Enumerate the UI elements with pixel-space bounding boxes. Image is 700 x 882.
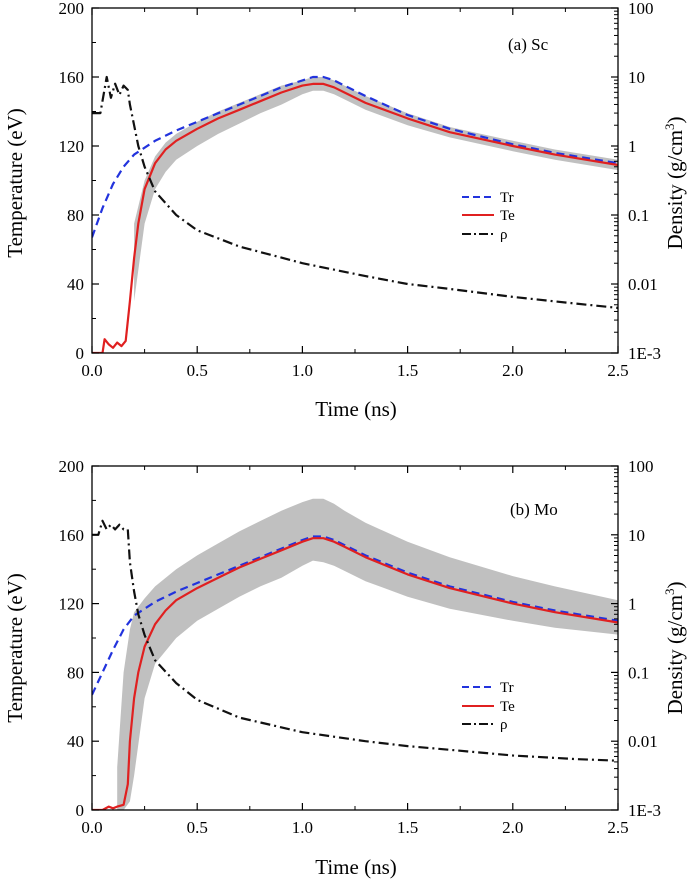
y-right-tick-label: 100: [628, 0, 654, 18]
y-axis-title-right-b: Density (g/cm3): [662, 581, 687, 714]
y-right-tick-label: 0.01: [628, 275, 658, 294]
axes-a: 0.0 0.5 1.0 1.5 2.0 2.5 0 40 80 120 160 200 1E-3 0.01…: [59, 0, 662, 380]
series-tr-line: [92, 75, 618, 238]
y-left-tick-label: 40: [67, 275, 84, 294]
plot-layer-b: [92, 498, 618, 810]
x-tick-label: 0.0: [81, 818, 102, 837]
y-left-tick-label: 0: [76, 344, 85, 363]
y-right-tick-label: 10: [628, 68, 645, 87]
series-rho-line: [92, 519, 618, 762]
y-left-tick-label: 0: [76, 801, 85, 820]
legend-label-tr: Tr: [500, 190, 514, 206]
y-left-tick-label: 120: [59, 137, 85, 156]
x-tick-label: 1.0: [292, 361, 313, 380]
legend-a: Tr Te ρ: [462, 190, 515, 243]
x-tick-label: 2.5: [607, 818, 628, 837]
plot-layer-a: [92, 75, 618, 353]
y-axis-title-left-a: Temperature (eV): [3, 108, 27, 258]
uncertainty-band: [117, 498, 618, 810]
y-left-tick-label: 200: [59, 0, 85, 18]
y-axis-title-left-b: Temperature (eV): [3, 573, 27, 723]
plot-area: [92, 75, 618, 353]
panel-label-b: (b) Mo: [510, 500, 558, 519]
panel-label-a: (a) Sc: [508, 35, 549, 54]
x-tick-label: 2.0: [502, 818, 523, 837]
y-right-tick-label: 0.1: [628, 663, 649, 682]
x-tick-label: 0.0: [81, 361, 102, 380]
y-left-tick-label: 200: [59, 457, 85, 476]
x-tick-label: 0.5: [187, 818, 208, 837]
y-right-tick-label: 0.01: [628, 732, 658, 751]
panel-a: 0.0 0.5 1.0 1.5 2.0 2.5 0 40 80 120 160 200 1E-3 0.01…: [3, 0, 687, 421]
series-te-line: [92, 82, 618, 353]
x-axis-title-a: Time (ns): [315, 397, 397, 421]
x-tick-label: 0.5: [187, 361, 208, 380]
y-right-tick-label: 100: [628, 457, 654, 476]
legend-label-te: Te: [500, 208, 515, 224]
legend-label-rho: ρ: [500, 227, 508, 243]
legend-b: Tr Te ρ: [462, 680, 515, 733]
x-tick-label: 1.0: [292, 818, 313, 837]
y-left-tick-label: 80: [67, 206, 84, 225]
x-axis-title-b: Time (ns): [315, 855, 397, 879]
legend-label-te: Te: [500, 699, 515, 715]
y-left-tick-label: 40: [67, 732, 84, 751]
plot-area: [92, 498, 618, 810]
y-left-tick-label: 80: [67, 663, 84, 682]
y-axis-title-right-a: Density (g/cm3): [662, 116, 687, 249]
panel-b: 0.0 0.5 1.0 1.5 2.0 2.5 0 40 80 120 160 200 1E-3 0.01…: [3, 457, 687, 879]
y-left-tick-label: 160: [59, 68, 85, 87]
x-tick-label: 1.5: [397, 818, 418, 837]
y-left-tick-label: 120: [59, 595, 85, 614]
y-right-tick-label: 1: [628, 137, 637, 156]
series-rho-line: [92, 75, 618, 309]
y-right-tick-label: 1E-3: [628, 801, 661, 820]
x-tick-label: 1.5: [397, 361, 418, 380]
x-tick-label: 2.5: [607, 361, 628, 380]
y-right-tick-label: 1E-3: [628, 344, 661, 363]
series-tr-line: [92, 535, 618, 696]
y-right-tick-label: 1: [628, 595, 637, 614]
x-tick-label: 2.0: [502, 361, 523, 380]
legend-label-rho: ρ: [500, 717, 508, 733]
axes-b: 0.0 0.5 1.0 1.5 2.0 2.5 0 40 80 120 160 200 1E-3 0.01…: [59, 457, 662, 837]
y-right-tick-label: 10: [628, 526, 645, 545]
y-left-tick-label: 160: [59, 526, 85, 545]
legend-label-tr: Tr: [500, 680, 514, 696]
series-te-line: [92, 537, 618, 810]
y-right-tick-label: 0.1: [628, 206, 649, 225]
